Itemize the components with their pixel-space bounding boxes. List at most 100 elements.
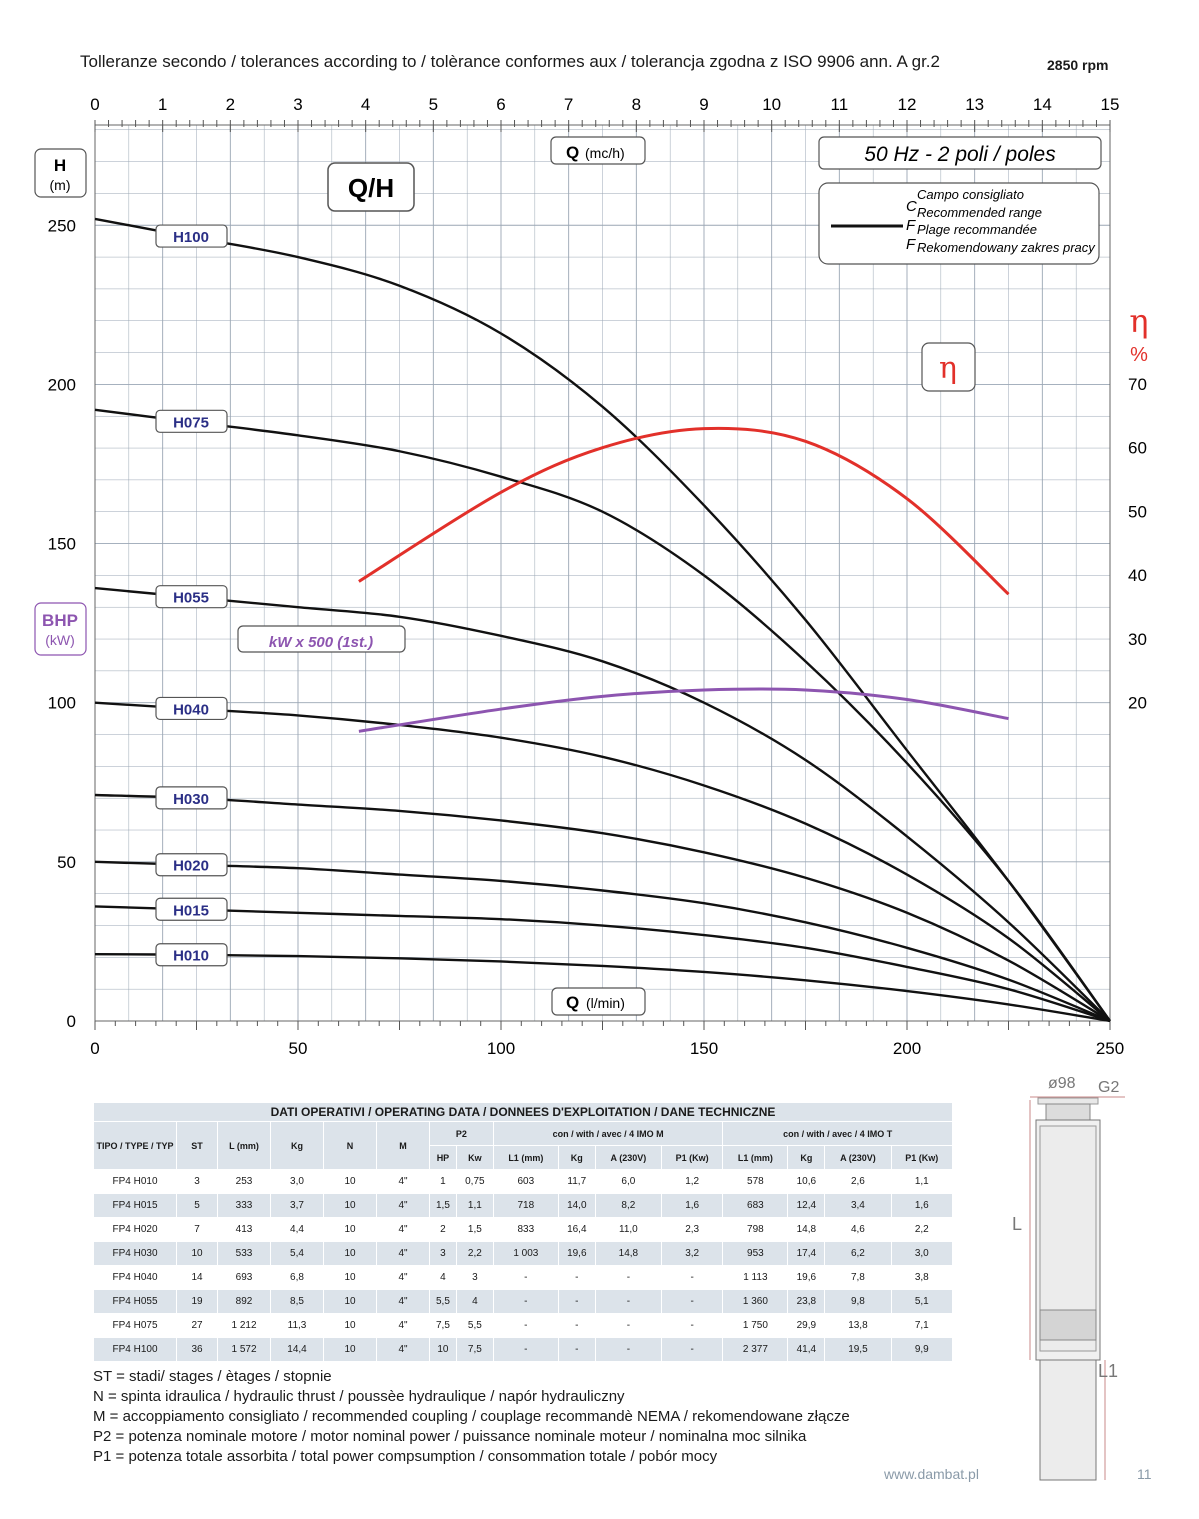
series-label-text: H010: [173, 948, 209, 965]
series-label-h100: H100: [155, 224, 228, 248]
bhp-label-box: BHP (kW): [34, 602, 87, 656]
y-right-label-main: η: [1129, 302, 1148, 340]
footer-url[interactable]: www.dambat.pl: [884, 1466, 979, 1482]
legend-line-1: Campo consigliato: [917, 187, 1024, 202]
th-l: L (mm): [217, 1121, 271, 1170]
table-cell: -: [492, 1337, 559, 1362]
tolerance-header: Tolleranze secondo / tolerances accordin…: [80, 52, 940, 71]
table-cell: 27: [176, 1313, 218, 1338]
y-left-label-box: H (m): [34, 148, 87, 198]
table-cell: 7,5: [455, 1337, 494, 1362]
table-cell: FP4 H040: [93, 1265, 177, 1290]
x-top-tick-label: 9: [699, 95, 708, 114]
table-cell: 7,8: [824, 1265, 892, 1290]
table-cell: 3: [176, 1169, 218, 1194]
series-label-box: [155, 224, 228, 248]
table-cell: -: [594, 1313, 662, 1338]
table-cell: 253: [217, 1169, 271, 1194]
series-line-h040: [94, 701, 1111, 1022]
frequency-label: 50 Hz - 2 poli / poles: [864, 143, 1056, 166]
page-number: 11: [1137, 1466, 1152, 1482]
table-cell: 603: [492, 1169, 559, 1194]
table-cell: 7,5: [429, 1313, 457, 1338]
table-cell: 10: [429, 1337, 457, 1362]
series-label-h075: H075: [155, 409, 228, 433]
series-label-h015: H015: [155, 897, 228, 921]
note-n: N = spinta idraulica / hydraulic thrust …: [93, 1388, 625, 1405]
table-title: DATI OPERATIVI / OPERATING DATA / DONNEE…: [93, 1102, 953, 1122]
table-cell: 11,7: [557, 1169, 596, 1194]
y-right-tick-label: 30: [1128, 630, 1147, 649]
table-cell: 10: [323, 1289, 377, 1314]
table-cell: 2,2: [890, 1217, 954, 1242]
table-cell: -: [557, 1289, 596, 1314]
y-right-label-unit: %: [1130, 344, 1148, 366]
series-label-text: H055: [173, 590, 209, 607]
table-cell: 1,5: [455, 1217, 494, 1242]
table-cell: 10: [323, 1169, 377, 1194]
y-left-tick-label: 50: [57, 853, 76, 872]
table-cell: 3,2: [660, 1241, 724, 1266]
table-cell: 3,0: [890, 1241, 954, 1266]
x-top-tick-label: 8: [632, 95, 641, 114]
x-bottom-tick-label: 50: [289, 1039, 308, 1058]
y-right-tick-label: 60: [1128, 439, 1147, 458]
legend-line-3: Plage recommandée: [917, 222, 1037, 237]
rpm-label: 2850 rpm: [1047, 57, 1109, 73]
x-top-tick-label: 6: [496, 95, 505, 114]
y-left-tick-label: 150: [48, 535, 76, 554]
table-cell: 9,8: [824, 1289, 892, 1314]
table-row: FP4 H100 36 1 572 14,4 10 4" 10 7,5- - - -2 377 41,…: [93, 1337, 954, 1362]
table-cell: 5,5: [455, 1313, 494, 1338]
y-left-tick-label: 100: [48, 694, 76, 713]
table-cell: 3: [455, 1265, 494, 1290]
x-top-label-unit: (mc/h): [585, 145, 625, 161]
y-right-tick-label: 40: [1128, 566, 1147, 585]
series-label-text: H100: [173, 229, 209, 246]
table-cell: -: [660, 1289, 724, 1314]
bhp-curve: [358, 687, 1009, 733]
table-cell: 13,8: [824, 1313, 892, 1338]
x-top-tick-label: 1: [158, 95, 167, 114]
x-top-tick-label: 0: [90, 95, 99, 114]
table-cell: 3,0: [270, 1169, 324, 1194]
table-cell: 8,2: [594, 1193, 662, 1218]
y-left-label-unit: (m): [50, 177, 71, 193]
x-bottom-label-box: Q (l/min): [551, 987, 646, 1016]
table-cell: 1,5: [429, 1193, 457, 1218]
table-cell: 533: [217, 1241, 271, 1266]
th-hp: HP: [429, 1145, 457, 1170]
bhp-label-main: BHP: [42, 611, 78, 630]
series-line-h010: [94, 952, 1111, 1023]
series-label-box: [155, 409, 228, 433]
table-cell: 7: [176, 1217, 218, 1242]
th-kg: Kg: [270, 1121, 324, 1170]
y-right-tick-label: 50: [1128, 502, 1147, 521]
table-cell: 19: [176, 1289, 218, 1314]
note-p2: P2 = potenza nominale motore / motor nom…: [93, 1428, 807, 1445]
chart-grid: [94, 125, 1111, 1022]
th-l1-m: L1 (mm): [492, 1145, 559, 1170]
operating-data-table-wrap: DATI OPERATIVI / OPERATING DATA / DONNEE…: [93, 1102, 954, 1362]
table-cell: 5,1: [890, 1289, 954, 1314]
table-cell: 10: [323, 1217, 377, 1242]
th-p2: P2: [429, 1121, 494, 1146]
table-cell: -: [660, 1265, 724, 1290]
x-top-label-box: Q (mc/h): [550, 136, 646, 165]
table-cell: 3,4: [824, 1193, 892, 1218]
th-type: TIPO / TYPE / TYP: [93, 1121, 177, 1170]
table-cell: 5: [176, 1193, 218, 1218]
table-cell: 5,4: [270, 1241, 324, 1266]
table-cell: FP4 H020: [93, 1217, 177, 1242]
table-cell: 1 572: [217, 1337, 271, 1362]
x-bottom-tick-label: 250: [1096, 1039, 1124, 1058]
table-cell: 4": [376, 1289, 430, 1314]
legend-line-2: Recommended range: [917, 205, 1042, 220]
bhp-note-box: kW x 500 (1st.): [237, 625, 406, 653]
y-left-tick-label: 0: [67, 1012, 76, 1031]
operating-data-table: DATI OPERATIVI / OPERATING DATA / DONNEE…: [93, 1102, 954, 1362]
series-label-text: H015: [173, 902, 209, 919]
table-cell: 19,6: [787, 1265, 826, 1290]
table-cell: 29,9: [787, 1313, 826, 1338]
table-cell: 14: [176, 1265, 218, 1290]
